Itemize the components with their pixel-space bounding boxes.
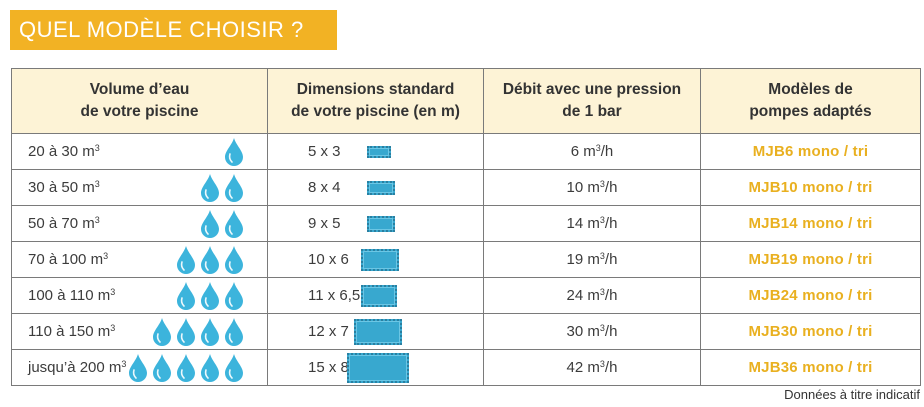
pool-icon bbox=[354, 318, 402, 345]
water-drop-icon bbox=[201, 173, 219, 202]
table-row: 70 à 100 m3 10 x 6 19 m3/h MJB19 mono / tri bbox=[11, 241, 921, 278]
table-row: 100 à 110 m3 11 x 6,5 24 m3/h MJB24 mono / … bbox=[11, 277, 921, 314]
table-header-row: Volume d’eau de votre piscine Dimensions … bbox=[11, 68, 921, 134]
volume-cell: 70 à 100 m3 bbox=[11, 241, 268, 278]
header-flow: Débit avec une pression de 1 bar bbox=[483, 68, 701, 134]
disclaimer-note: Données à titre indicatif bbox=[784, 387, 920, 402]
flow-cell: 42 m3/h bbox=[483, 349, 701, 386]
water-drops bbox=[127, 350, 245, 385]
table-row: 30 à 50 m3 8 x 4 10 m3/h MJB10 mono / tri bbox=[11, 169, 921, 206]
dimensions-cell: 8 x 4 bbox=[267, 169, 484, 206]
model-cell: MJB19 mono / tri bbox=[700, 241, 921, 278]
pump-selection-table: Volume d’eau de votre piscine Dimensions … bbox=[11, 68, 921, 386]
water-drops bbox=[199, 170, 245, 205]
flow-cell: 10 m3/h bbox=[483, 169, 701, 206]
water-drop-icon bbox=[225, 317, 243, 346]
flow-cell: 30 m3/h bbox=[483, 313, 701, 350]
flow-cell: 24 m3/h bbox=[483, 277, 701, 314]
water-drop-icon bbox=[201, 353, 219, 382]
pool-icon bbox=[367, 180, 395, 195]
flow-cell: 6 m3/h bbox=[483, 133, 701, 170]
flow-cell: 14 m3/h bbox=[483, 205, 701, 242]
water-drop-icon bbox=[201, 209, 219, 238]
model-cell: MJB30 mono / tri bbox=[700, 313, 921, 350]
water-drop-icon bbox=[225, 353, 243, 382]
water-drop-icon bbox=[177, 353, 195, 382]
dimensions-cell: 9 x 5 bbox=[267, 205, 484, 242]
dimensions-cell: 10 x 6 bbox=[267, 241, 484, 278]
model-cell: MJB36 mono / tri bbox=[700, 349, 921, 386]
water-drops bbox=[175, 278, 245, 313]
water-drop-icon bbox=[201, 317, 219, 346]
water-drop-icon bbox=[225, 281, 243, 310]
water-drops bbox=[175, 242, 245, 277]
model-cell: MJB10 mono / tri bbox=[700, 169, 921, 206]
pool-icon bbox=[361, 284, 397, 307]
volume-cell: 30 à 50 m3 bbox=[11, 169, 268, 206]
volume-cell: 50 à 70 m3 bbox=[11, 205, 268, 242]
pool-icon bbox=[367, 215, 395, 232]
volume-cell: jusqu’à 200 m3 bbox=[11, 349, 268, 386]
water-drop-icon bbox=[225, 209, 243, 238]
volume-cell: 100 à 110 m3 bbox=[11, 277, 268, 314]
dimensions-cell: 15 x 8 bbox=[267, 349, 484, 386]
dimensions-cell: 11 x 6,5 bbox=[267, 277, 484, 314]
water-drop-icon bbox=[177, 317, 195, 346]
flow-cell: 19 m3/h bbox=[483, 241, 701, 278]
water-drop-icon bbox=[225, 173, 243, 202]
header-models: Modèles de pompes adaptés bbox=[700, 68, 921, 134]
header-dimensions: Dimensions standard de votre piscine (en … bbox=[267, 68, 484, 134]
pool-icon bbox=[361, 248, 399, 271]
page-title: QUEL MODÈLE CHOISIR ? bbox=[10, 10, 337, 50]
water-drop-icon bbox=[225, 245, 243, 274]
water-drops bbox=[151, 314, 245, 349]
pool-icon bbox=[367, 145, 391, 158]
water-drops bbox=[199, 206, 245, 241]
volume-cell: 20 à 30 m3 bbox=[11, 133, 268, 170]
water-drop-icon bbox=[129, 353, 147, 382]
header-volume: Volume d’eau de votre piscine bbox=[11, 68, 268, 134]
model-cell: MJB6 mono / tri bbox=[700, 133, 921, 170]
water-drop-icon bbox=[153, 317, 171, 346]
water-drop-icon bbox=[153, 353, 171, 382]
table-row: 50 à 70 m3 9 x 5 14 m3/h MJB14 mono / tri bbox=[11, 205, 921, 242]
table-row: jusqu’à 200 m3 15 x 8 42 m3/h MJB36 mono / … bbox=[11, 349, 921, 386]
model-cell: MJB14 mono / tri bbox=[700, 205, 921, 242]
water-drop-icon bbox=[201, 245, 219, 274]
model-cell: MJB24 mono / tri bbox=[700, 277, 921, 314]
water-drop-icon bbox=[201, 281, 219, 310]
pool-icon bbox=[347, 352, 409, 383]
water-drop-icon bbox=[177, 245, 195, 274]
dimensions-cell: 5 x 3 bbox=[267, 133, 484, 170]
table-row: 110 à 150 m3 12 x 7 30 m3/h MJB30 mono / tr… bbox=[11, 313, 921, 350]
volume-cell: 110 à 150 m3 bbox=[11, 313, 268, 350]
dimensions-cell: 12 x 7 bbox=[267, 313, 484, 350]
water-drop-icon bbox=[177, 281, 195, 310]
water-drops bbox=[223, 134, 245, 169]
water-drop-icon bbox=[225, 137, 243, 166]
